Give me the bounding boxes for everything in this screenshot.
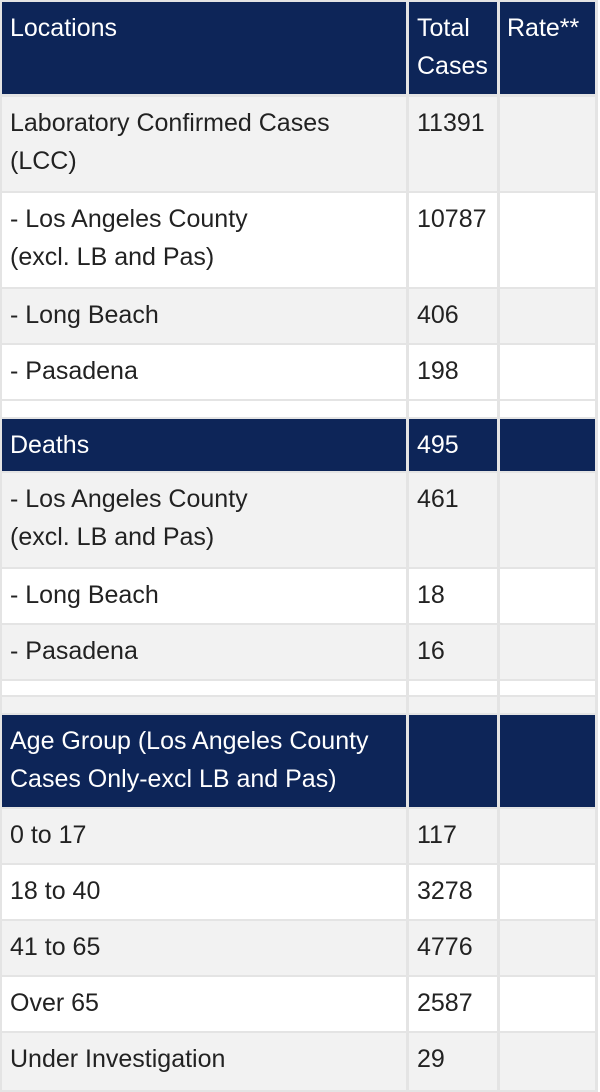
spacer-cell — [2, 401, 406, 417]
spacer-cell — [409, 697, 497, 713]
age-group-rate — [500, 715, 595, 807]
table-row: - Pasadena 16 — [0, 625, 598, 679]
table-row: - Long Beach 406 — [0, 289, 598, 343]
header-rate: Rate** — [500, 2, 595, 94]
row-rate — [500, 977, 595, 1031]
row-total: 198 — [409, 345, 497, 399]
header-total-cases: Total Cases — [409, 2, 497, 94]
age-group-label: Age Group (Los Angeles County Cases Only… — [2, 715, 406, 807]
row-location: Laboratory Confirmed Cases (LCC) — [2, 97, 406, 191]
table-row: 18 to 40 3278 — [0, 865, 598, 919]
spacer-row — [0, 681, 598, 695]
spacer-cell — [409, 401, 497, 417]
table-row: 41 to 65 4776 — [0, 921, 598, 975]
spacer-cell — [500, 697, 595, 713]
deaths-label: Deaths — [2, 419, 406, 471]
row-location: Under Investigation — [2, 1033, 406, 1090]
row-location: 41 to 65 — [2, 921, 406, 975]
spacer-cell — [500, 401, 595, 417]
row-location: - Pasadena — [2, 625, 406, 679]
row-rate — [500, 193, 595, 287]
row-total: 29 — [409, 1033, 497, 1090]
row-total: 18 — [409, 569, 497, 623]
table-row: - Long Beach 18 — [0, 569, 598, 623]
age-group-header-row: Age Group (Los Angeles County Cases Only… — [0, 715, 598, 807]
spacer-row — [0, 401, 598, 417]
row-total: 2587 — [409, 977, 497, 1031]
table-header-row: Locations Total Cases Rate** — [0, 2, 598, 94]
row-total: 117 — [409, 809, 497, 863]
deaths-total: 495 — [409, 419, 497, 471]
deaths-header-row: Deaths 495 — [0, 419, 598, 471]
table-row: 0 to 17 117 — [0, 809, 598, 863]
row-total: 3278 — [409, 865, 497, 919]
row-location: - Long Beach — [2, 569, 406, 623]
spacer-row — [0, 697, 598, 713]
deaths-rate — [500, 419, 595, 471]
row-location: Over 65 — [2, 977, 406, 1031]
row-location: - Pasadena — [2, 345, 406, 399]
row-rate — [500, 473, 595, 567]
row-total: 11391 — [409, 97, 497, 191]
row-total: 406 — [409, 289, 497, 343]
spacer-cell — [2, 681, 406, 695]
row-rate — [500, 1033, 595, 1090]
table-row: Laboratory Confirmed Cases (LCC) 11391 — [0, 97, 598, 191]
row-rate — [500, 625, 595, 679]
spacer-cell — [500, 681, 595, 695]
row-rate — [500, 97, 595, 191]
row-location: - Long Beach — [2, 289, 406, 343]
row-location: 18 to 40 — [2, 865, 406, 919]
row-location: - Los Angeles County (excl. LB and Pas) — [2, 473, 406, 567]
row-rate — [500, 865, 595, 919]
table-row: - Pasadena 198 — [0, 345, 598, 399]
header-locations: Locations — [2, 2, 406, 94]
table-row: - Los Angeles County (excl. LB and Pas) … — [0, 193, 598, 287]
row-total: 10787 — [409, 193, 497, 287]
table-row: Under Investigation 29 — [0, 1033, 598, 1090]
age-group-total — [409, 715, 497, 807]
spacer-cell — [2, 697, 406, 713]
row-total: 461 — [409, 473, 497, 567]
table-row: Over 65 2587 — [0, 977, 598, 1031]
row-location: 0 to 17 — [2, 809, 406, 863]
row-rate — [500, 569, 595, 623]
table-row: - Los Angeles County (excl. LB and Pas) … — [0, 473, 598, 567]
row-rate — [500, 921, 595, 975]
row-rate — [500, 289, 595, 343]
row-total: 16 — [409, 625, 497, 679]
spacer-cell — [409, 681, 497, 695]
row-rate — [500, 809, 595, 863]
row-location: - Los Angeles County (excl. LB and Pas) — [2, 193, 406, 287]
row-rate — [500, 345, 595, 399]
row-total: 4776 — [409, 921, 497, 975]
